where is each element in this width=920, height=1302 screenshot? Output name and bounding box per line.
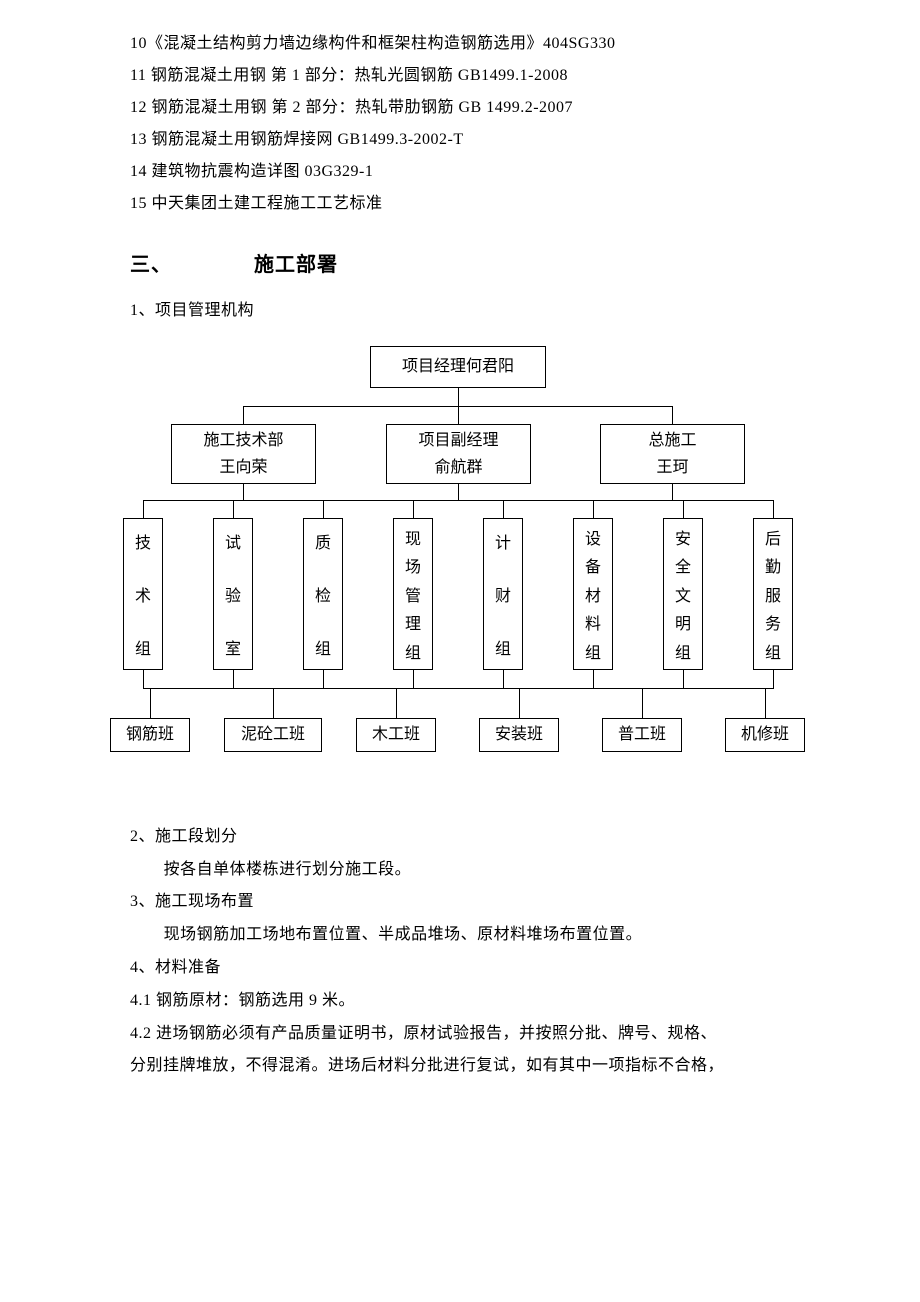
org-line (150, 688, 151, 718)
org-group-4: 现场管理组 (393, 518, 433, 670)
org-line (458, 406, 459, 424)
ref-10: 10《混凝土结构剪力墙边缘构件和框架柱构造钢筋选用》404SG330 (130, 28, 800, 60)
org-team-4-label: 安装班 (495, 721, 543, 748)
ref-14: 14 建筑物抗震构造详图 03G329-1 (130, 156, 800, 188)
org-line (503, 670, 504, 688)
org-team-3-label: 木工班 (372, 721, 420, 748)
org-line (413, 670, 414, 688)
org-line (672, 406, 673, 424)
org-line (233, 670, 234, 688)
org-line (672, 484, 673, 500)
org-line (773, 500, 774, 518)
item-2-text: 按各自单体楼栋进行划分施工段。 (130, 854, 800, 887)
org-chart: 项目经理何君阳 施工技术部 王向荣 项目副经理 俞航群 总施工 王珂 (110, 346, 820, 811)
org-group-3: 质检组 (303, 518, 343, 670)
org-line (323, 500, 324, 518)
org-group-6: 设备材料组 (573, 518, 613, 670)
org-line (765, 688, 766, 718)
org-group-8: 后勤服务组 (753, 518, 793, 670)
org-line (233, 500, 234, 518)
section-3-number: 三、 (130, 254, 172, 276)
org-top-box: 项目经理何君阳 (370, 346, 546, 388)
org-team-5: 普工班 (602, 718, 682, 752)
section-3-heading: 三、 施工部署 (130, 248, 800, 277)
org-line (413, 500, 414, 518)
ref-11: 11 钢筋混凝土用钢 第 1 部分：热轧光圆钢筋 GB1499.1-2008 (130, 60, 800, 92)
org-line (503, 500, 504, 518)
org-team-6: 机修班 (725, 718, 805, 752)
item-4-1: 4.1 钢筋原材：钢筋选用 9 米。 (130, 985, 800, 1018)
org-line (243, 406, 244, 424)
org-line (243, 484, 244, 500)
org-top-label: 项目经理何君阳 (402, 353, 514, 380)
org-team-6-label: 机修班 (741, 721, 789, 748)
org-group-7: 安全文明组 (663, 518, 703, 670)
org-line (642, 688, 643, 718)
org-line (593, 670, 594, 688)
org-line (683, 500, 684, 518)
item-3-heading: 3、施工现场布置 (130, 886, 800, 919)
document-page: 10《混凝土结构剪力墙边缘构件和框架柱构造钢筋选用》404SG330 11 钢筋… (0, 0, 920, 1302)
section-3-title: 施工部署 (254, 254, 338, 276)
org-team-4: 安装班 (479, 718, 559, 752)
org-group-5: 计财组 (483, 518, 523, 670)
org-group-1: 技术组 (123, 518, 163, 670)
item-2-heading: 2、施工段划分 (130, 821, 800, 854)
org-team-2-label: 泥砼工班 (241, 721, 305, 748)
org-mid-3-line1: 总施工 (648, 427, 696, 454)
org-mid-1-line2: 王向荣 (219, 454, 267, 481)
item-1-heading: 1、项目管理机构 (130, 295, 800, 328)
item-4-2a: 4.2 进场钢筋必须有产品质量证明书，原材试验报告，并按照分批、牌号、规格、 (130, 1018, 800, 1051)
org-line (143, 500, 774, 501)
ref-13: 13 钢筋混凝土用钢筋焊接网 GB1499.3-2002-T (130, 124, 800, 156)
org-team-1-label: 钢筋班 (126, 721, 174, 748)
org-line (143, 500, 144, 518)
org-group-2: 试验室 (213, 518, 253, 670)
org-mid-2-line1: 项目副经理 (418, 427, 498, 454)
org-line (593, 500, 594, 518)
org-mid-box-2: 项目副经理 俞航群 (386, 424, 531, 484)
org-line (519, 688, 520, 718)
org-team-1: 钢筋班 (110, 718, 190, 752)
org-mid-2-line2: 俞航群 (434, 454, 482, 481)
org-line (683, 670, 684, 688)
ref-15: 15 中天集团土建工程施工工艺标准 (130, 188, 800, 220)
org-line (458, 388, 459, 406)
ref-12: 12 钢筋混凝土用钢 第 2 部分：热轧带肋钢筋 GB 1499.2-2007 (130, 92, 800, 124)
org-line (396, 688, 397, 718)
org-line (323, 670, 324, 688)
org-team-2: 泥砼工班 (224, 718, 322, 752)
org-mid-3-line2: 王珂 (656, 454, 688, 481)
org-team-3: 木工班 (356, 718, 436, 752)
org-team-5-label: 普工班 (618, 721, 666, 748)
org-mid-box-1: 施工技术部 王向荣 (171, 424, 316, 484)
org-line (458, 484, 459, 500)
org-mid-box-3: 总施工 王珂 (600, 424, 745, 484)
item-3-text: 现场钢筋加工场地布置位置、半成品堆场、原材料堆场布置位置。 (130, 919, 800, 952)
org-line (273, 688, 274, 718)
org-mid-1-line1: 施工技术部 (203, 427, 283, 454)
org-line (143, 670, 144, 688)
item-4-2b: 分别挂牌堆放，不得混淆。进场后材料分批进行复试，如有其中一项指标不合格， (130, 1050, 800, 1083)
org-line (143, 688, 774, 689)
item-4-heading: 4、材料准备 (130, 952, 800, 985)
org-line (773, 670, 774, 688)
